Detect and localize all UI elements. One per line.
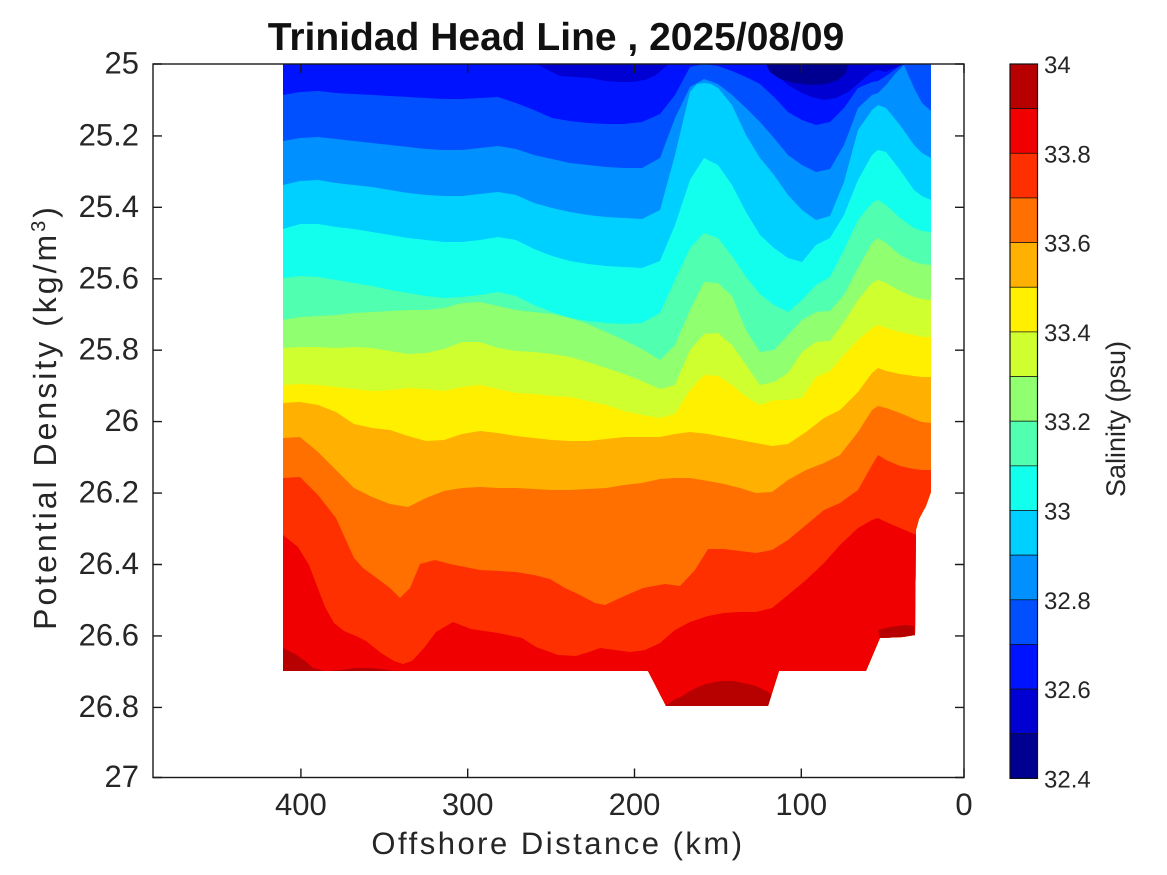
svg-text:300: 300 — [442, 787, 494, 822]
svg-text:32.4: 32.4 — [1044, 766, 1091, 793]
svg-text:34: 34 — [1044, 52, 1071, 79]
svg-text:32.8: 32.8 — [1044, 588, 1091, 615]
svg-text:26.6: 26.6 — [79, 617, 139, 652]
svg-text:25.4: 25.4 — [79, 189, 139, 224]
svg-text:33: 33 — [1044, 499, 1071, 526]
svg-text:27: 27 — [105, 759, 139, 794]
svg-text:26.8: 26.8 — [79, 689, 139, 724]
svg-text:26.2: 26.2 — [79, 475, 139, 510]
svg-text:25.6: 25.6 — [79, 260, 139, 295]
svg-text:33.6: 33.6 — [1044, 231, 1091, 258]
svg-text:33.8: 33.8 — [1044, 141, 1091, 168]
svg-text:0: 0 — [955, 787, 972, 822]
svg-text:25.2: 25.2 — [79, 117, 139, 152]
svg-text:25: 25 — [105, 46, 139, 81]
svg-text:Salinity (psu): Salinity (psu) — [1101, 341, 1131, 497]
svg-text:Potential Density (kg/m3): Potential Density (kg/m3) — [27, 204, 63, 630]
svg-text:32.6: 32.6 — [1044, 677, 1091, 704]
svg-text:26.4: 26.4 — [79, 546, 139, 581]
svg-text:Offshore Distance (km): Offshore Distance (km) — [371, 826, 744, 861]
svg-text:200: 200 — [609, 787, 661, 822]
svg-text:100: 100 — [775, 787, 827, 822]
svg-text:400: 400 — [275, 787, 327, 822]
svg-text:25.8: 25.8 — [79, 332, 139, 367]
svg-text:33.4: 33.4 — [1044, 320, 1091, 347]
svg-text:26: 26 — [105, 403, 139, 438]
svg-text:Trinidad Head Line , 2025/08/0: Trinidad Head Line , 2025/08/09 — [268, 16, 845, 59]
svg-text:33.2: 33.2 — [1044, 409, 1091, 436]
